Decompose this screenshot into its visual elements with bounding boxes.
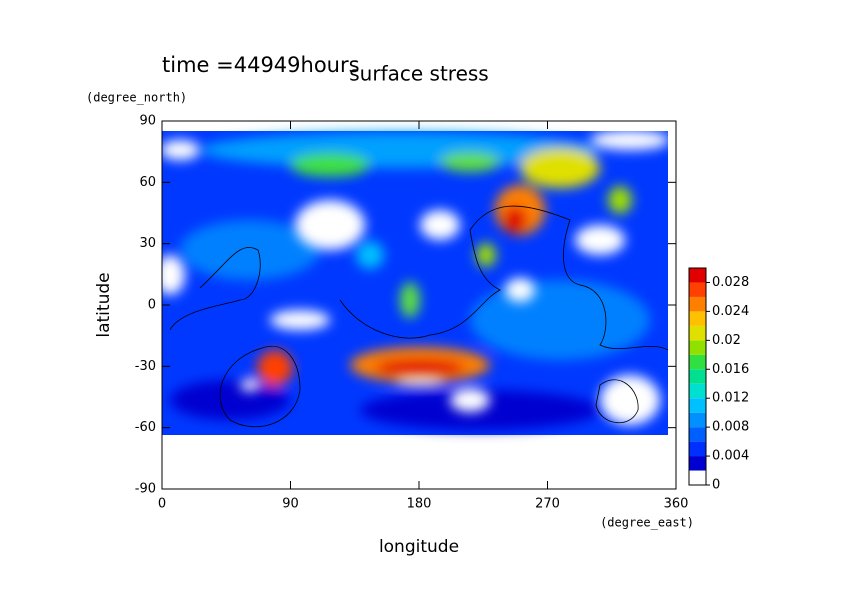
colorbar-segment <box>689 398 706 413</box>
y-axis-title: latitude <box>94 272 114 337</box>
x-axis-title: longitude <box>379 537 459 557</box>
x-unit: (degree_east) <box>600 516 694 530</box>
chart-title: surface stress <box>349 62 488 86</box>
x-tick-label: 360 <box>664 497 689 512</box>
colorbar-tick-label: 0.008 <box>712 420 749 435</box>
colorbar-segment <box>689 369 706 384</box>
colorbar-segment <box>689 383 706 399</box>
y-tick-label: 60 <box>139 175 156 190</box>
colorbar-segment <box>689 354 706 370</box>
y-tick-label: 0 <box>148 298 156 313</box>
colorbar-tick-label: 0.028 <box>712 275 749 290</box>
colorbar-segment <box>689 427 706 442</box>
colorbar-tick-label: 0.004 <box>712 449 749 464</box>
y-unit: (degree_north) <box>86 91 187 105</box>
x-tick-label: 90 <box>282 497 299 512</box>
colorbar-tick-label: 0.02 <box>712 333 741 348</box>
colorbar-segment <box>689 311 706 326</box>
colorbar-tick-label: 0.024 <box>712 304 749 319</box>
colorbar-segment <box>689 296 706 312</box>
x-tick-label: 180 <box>407 497 432 512</box>
colorbar-segment <box>689 456 706 471</box>
colorbar-segment <box>689 412 706 428</box>
colorbar-segment <box>689 282 706 297</box>
colorbar-segment <box>689 340 706 355</box>
x-tick-label: 270 <box>535 497 560 512</box>
y-tick-label: -30 <box>135 359 156 374</box>
colorbar-segment <box>689 441 706 457</box>
time-label: time =44949hours <box>162 53 360 77</box>
colorbar-tick-label: 0 <box>712 478 720 493</box>
colorbar-tick-label: 0.016 <box>712 362 749 377</box>
y-tick-label: 30 <box>139 236 156 251</box>
colorbar-tick-label: 0.012 <box>712 391 749 406</box>
stress-field <box>162 130 670 435</box>
y-tick-label: -60 <box>135 420 156 435</box>
y-tick-label: -90 <box>135 482 156 497</box>
x-tick-label: 0 <box>158 497 166 512</box>
colorbar-frame <box>688 267 707 486</box>
colorbar-segment <box>689 268 706 283</box>
colorbar-segment <box>689 325 706 341</box>
y-tick-label: 90 <box>139 114 156 129</box>
colorbar-segment <box>689 470 706 485</box>
coastlines <box>169 205 669 428</box>
